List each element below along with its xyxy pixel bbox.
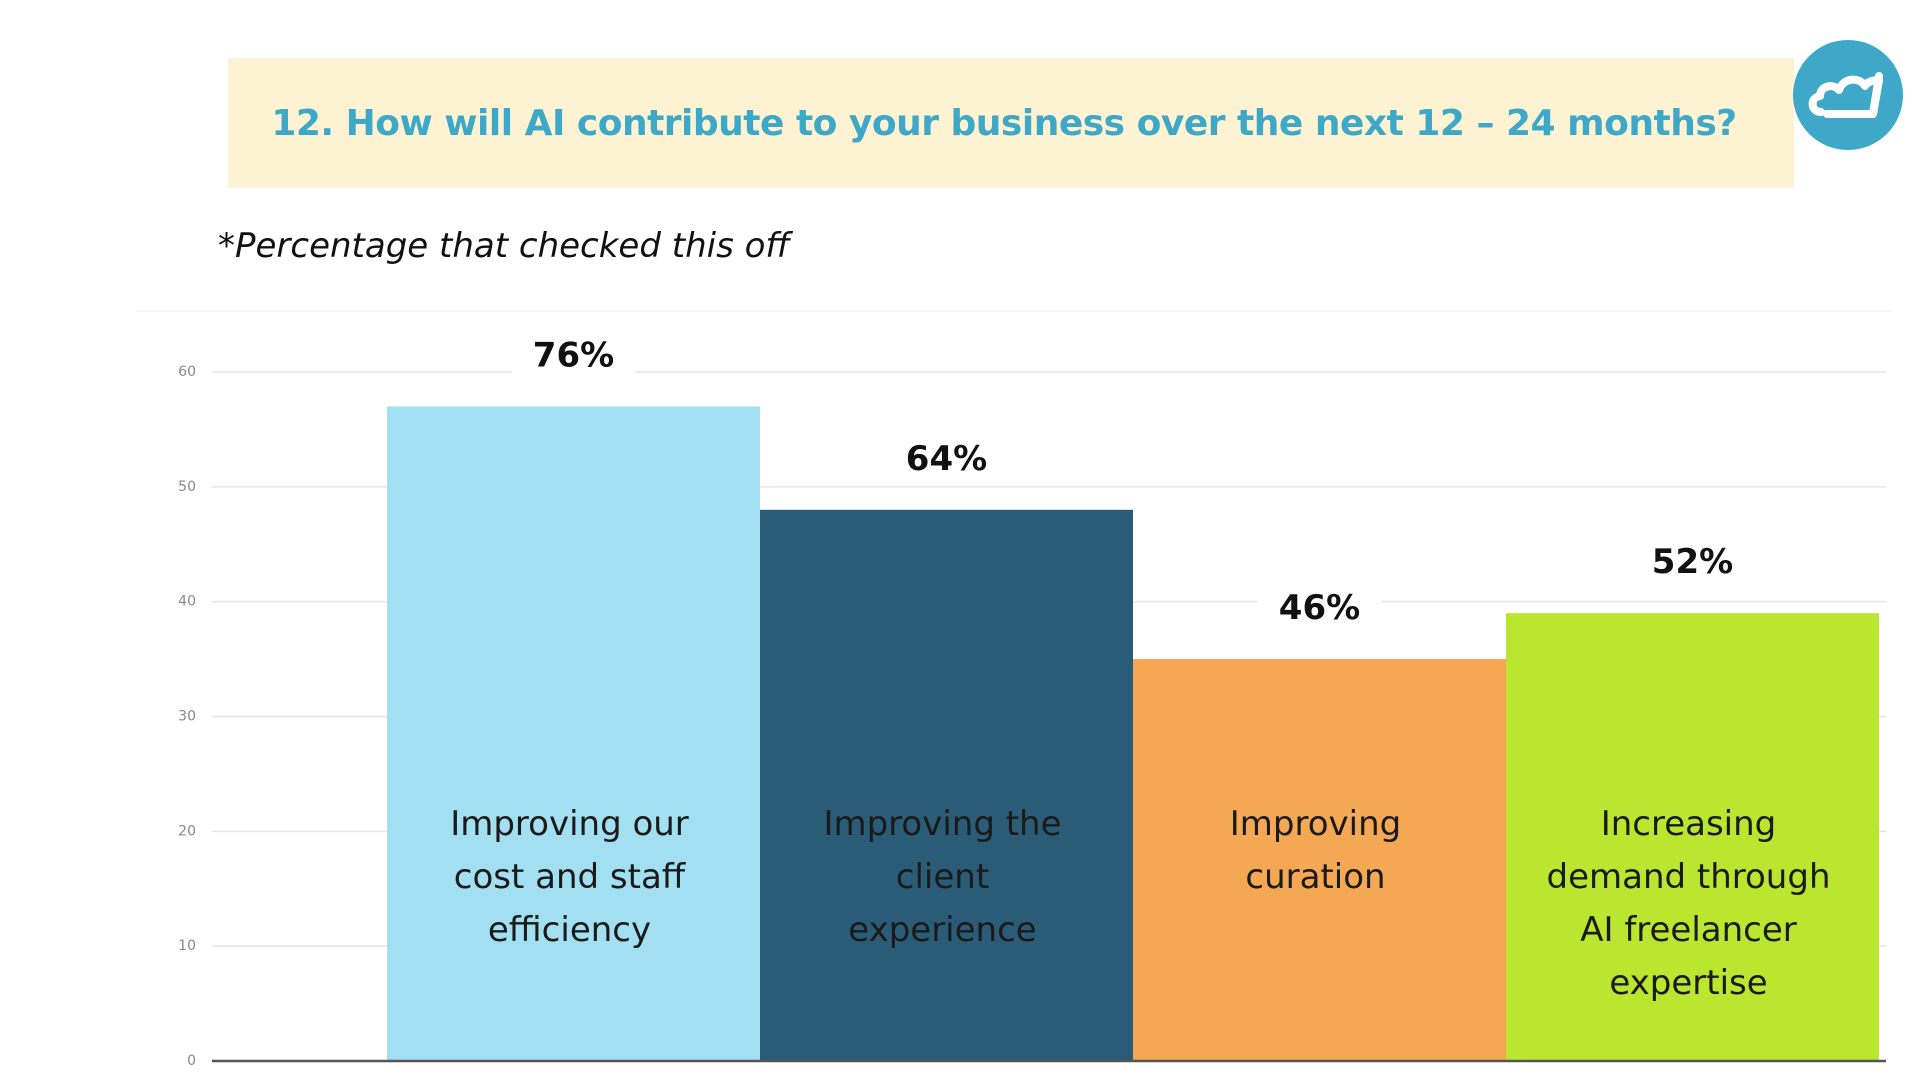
data-label: 52%	[1652, 542, 1733, 582]
y-tick-label: 50	[178, 479, 196, 495]
data-label: 76%	[533, 335, 614, 375]
bar	[1133, 659, 1506, 1061]
category-label: cost and staff	[454, 857, 687, 897]
title-banner: 12. How will AI contribute to your busin…	[228, 58, 1794, 188]
y-tick-label: 0	[187, 1053, 196, 1069]
bar	[387, 406, 760, 1061]
cloud-icon	[1808, 72, 1883, 118]
chart-subtitle: *Percentage that checked this off	[218, 226, 790, 266]
data-label: 46%	[1279, 588, 1360, 628]
data-label-background	[1257, 589, 1382, 632]
category-label: curation	[1245, 857, 1385, 897]
category-label: experience	[848, 910, 1036, 950]
category-label: Improving the	[823, 804, 1061, 844]
y-tick-label: 20	[178, 823, 196, 839]
category-label: demand through	[1547, 857, 1831, 897]
category-label: client	[896, 857, 989, 897]
y-tick-label: 30	[178, 709, 196, 725]
chart-title: 12. How will AI contribute to your busin…	[271, 102, 1737, 144]
category-label: Increasing	[1601, 804, 1777, 844]
bar	[1506, 613, 1879, 1061]
y-tick-label: 60	[178, 364, 196, 380]
data-label: 64%	[906, 439, 987, 479]
cloud-logo-icon	[1793, 40, 1903, 150]
category-label: Improving	[1230, 804, 1401, 844]
data-label-background	[884, 439, 1009, 482]
category-label: efficiency	[488, 910, 651, 950]
category-label: expertise	[1609, 963, 1767, 1003]
category-label: Improving our	[450, 804, 689, 844]
y-tick-label: 40	[178, 594, 196, 610]
data-label-background	[511, 336, 636, 379]
category-label: AI freelancer	[1580, 910, 1797, 950]
data-label-background	[1630, 543, 1755, 586]
y-tick-label: 10	[178, 938, 196, 954]
bar	[760, 509, 1133, 1061]
